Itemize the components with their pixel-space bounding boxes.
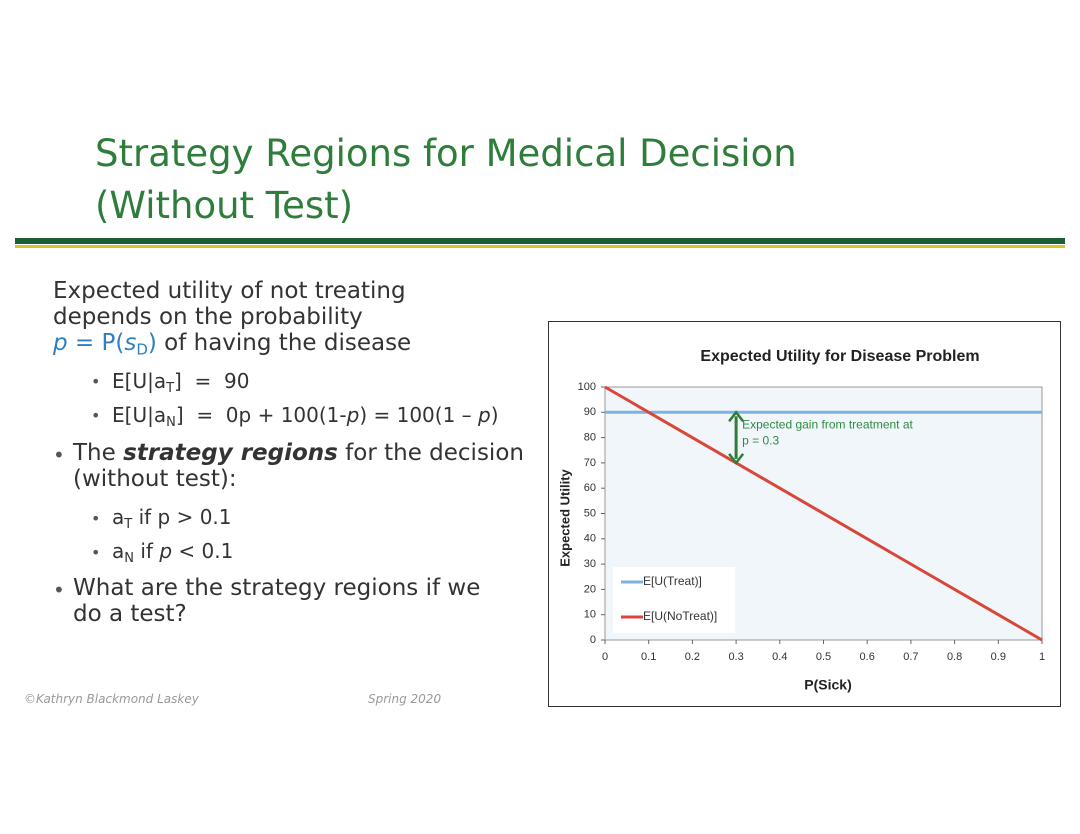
text: a	[112, 539, 125, 563]
text: N	[124, 550, 134, 566]
text: T	[166, 380, 175, 396]
text: ] = 90	[174, 369, 250, 393]
text: E[U|aN] = 0p + 100(1-p) = 100(1 – p)	[112, 405, 499, 429]
slide-title: (Without Test)	[95, 184, 354, 227]
x-tick-label: 0.5	[816, 651, 831, 663]
y-axis-label: Expected Utility	[557, 468, 572, 566]
divider	[15, 238, 1065, 244]
annotation-text: Expected gain from treatment at	[742, 417, 913, 431]
arrow-part	[728, 410, 745, 423]
text: a	[112, 505, 125, 529]
slide-title: Strategy Regions for Medical Decision	[95, 132, 797, 175]
x-tick-label: 0	[602, 651, 608, 663]
text: E[U|a	[112, 369, 167, 393]
legend	[613, 567, 735, 633]
y-tick-label: 50	[584, 507, 596, 519]
text: ) = 100(1 –	[359, 403, 479, 427]
x-tick-label: 0.3	[728, 651, 743, 663]
text: D	[136, 340, 148, 359]
x-tick-label: 0.9	[991, 651, 1006, 663]
footer: Spring 2020	[368, 692, 442, 706]
text: N	[166, 414, 176, 430]
text: p	[478, 403, 491, 427]
bullet: •	[91, 509, 101, 528]
text: aT if p > 0.1	[112, 507, 232, 531]
series-line	[604, 385, 1043, 642]
text: )	[490, 403, 499, 427]
x-tick-label: 0.1	[641, 651, 656, 663]
text: Expected utility of not treating	[53, 278, 406, 304]
x-tick-label: 0.2	[685, 651, 700, 663]
bullet: •	[53, 443, 65, 467]
x-axis-label: P(Sick)	[804, 677, 851, 693]
y-tick-label: 30	[584, 558, 596, 570]
text: The	[73, 440, 124, 466]
text: of having the disease	[156, 330, 412, 356]
bullet: •	[53, 578, 65, 602]
y-tick-label: 20	[584, 583, 596, 595]
x-tick-label: 0.8	[947, 651, 962, 663]
annotation-arrow	[728, 410, 745, 465]
text: if p > 0.1	[132, 505, 232, 529]
text: (without test):	[73, 466, 237, 492]
text: p	[159, 539, 173, 563]
y-tick-label: 10	[584, 609, 596, 621]
text: )	[147, 330, 157, 356]
annotation-text: p = 0.3	[742, 433, 779, 447]
text: if	[134, 539, 160, 563]
legend-label: E[U(Treat)]	[643, 574, 702, 588]
divider	[15, 245, 1065, 248]
text: E[U|a	[112, 403, 167, 427]
footer: ©Kathryn Blackmond Laskey	[24, 692, 199, 706]
text: = P(	[67, 330, 125, 356]
text: p	[53, 330, 68, 356]
bullet: •	[91, 543, 101, 562]
legend-label: E[U(NoTreat)]	[643, 609, 717, 623]
y-tick-label: 70	[584, 457, 596, 469]
y-tick-label: 0	[590, 634, 596, 646]
y-tick-label: 60	[584, 482, 596, 494]
text: < 0.1	[172, 539, 234, 563]
y-tick-label: 100	[578, 381, 596, 393]
text: aN if p < 0.1	[112, 541, 233, 565]
text: p = P(sD) of having the disease	[53, 332, 411, 357]
text: depends on the probability	[53, 304, 363, 330]
text: What are the strategy regions if we	[73, 575, 481, 601]
y-tick-label: 90	[584, 406, 596, 418]
text: E[U|aT] = 90	[112, 371, 249, 395]
y-tick-label: 80	[584, 432, 596, 444]
x-tick-label: 0.4	[772, 651, 787, 663]
text: strategy regions	[123, 440, 338, 466]
chart-title: Expected Utility for Disease Problem	[700, 348, 979, 365]
text: ] = 0p + 100(1-	[175, 403, 347, 427]
x-tick-label: 0.7	[903, 651, 918, 663]
text: do a test?	[73, 601, 187, 627]
text: T	[124, 516, 133, 532]
text: for the decision	[337, 440, 524, 466]
text: s	[124, 330, 137, 356]
text: The strategy regions for the decision	[73, 442, 524, 465]
bullet: •	[91, 406, 101, 425]
text: p	[346, 403, 360, 427]
arrow-part	[728, 453, 745, 465]
x-tick-label: 0.6	[860, 651, 875, 663]
bullet: •	[91, 372, 101, 391]
x-tick-label: 1	[1039, 651, 1045, 663]
y-tick-label: 40	[584, 533, 596, 545]
